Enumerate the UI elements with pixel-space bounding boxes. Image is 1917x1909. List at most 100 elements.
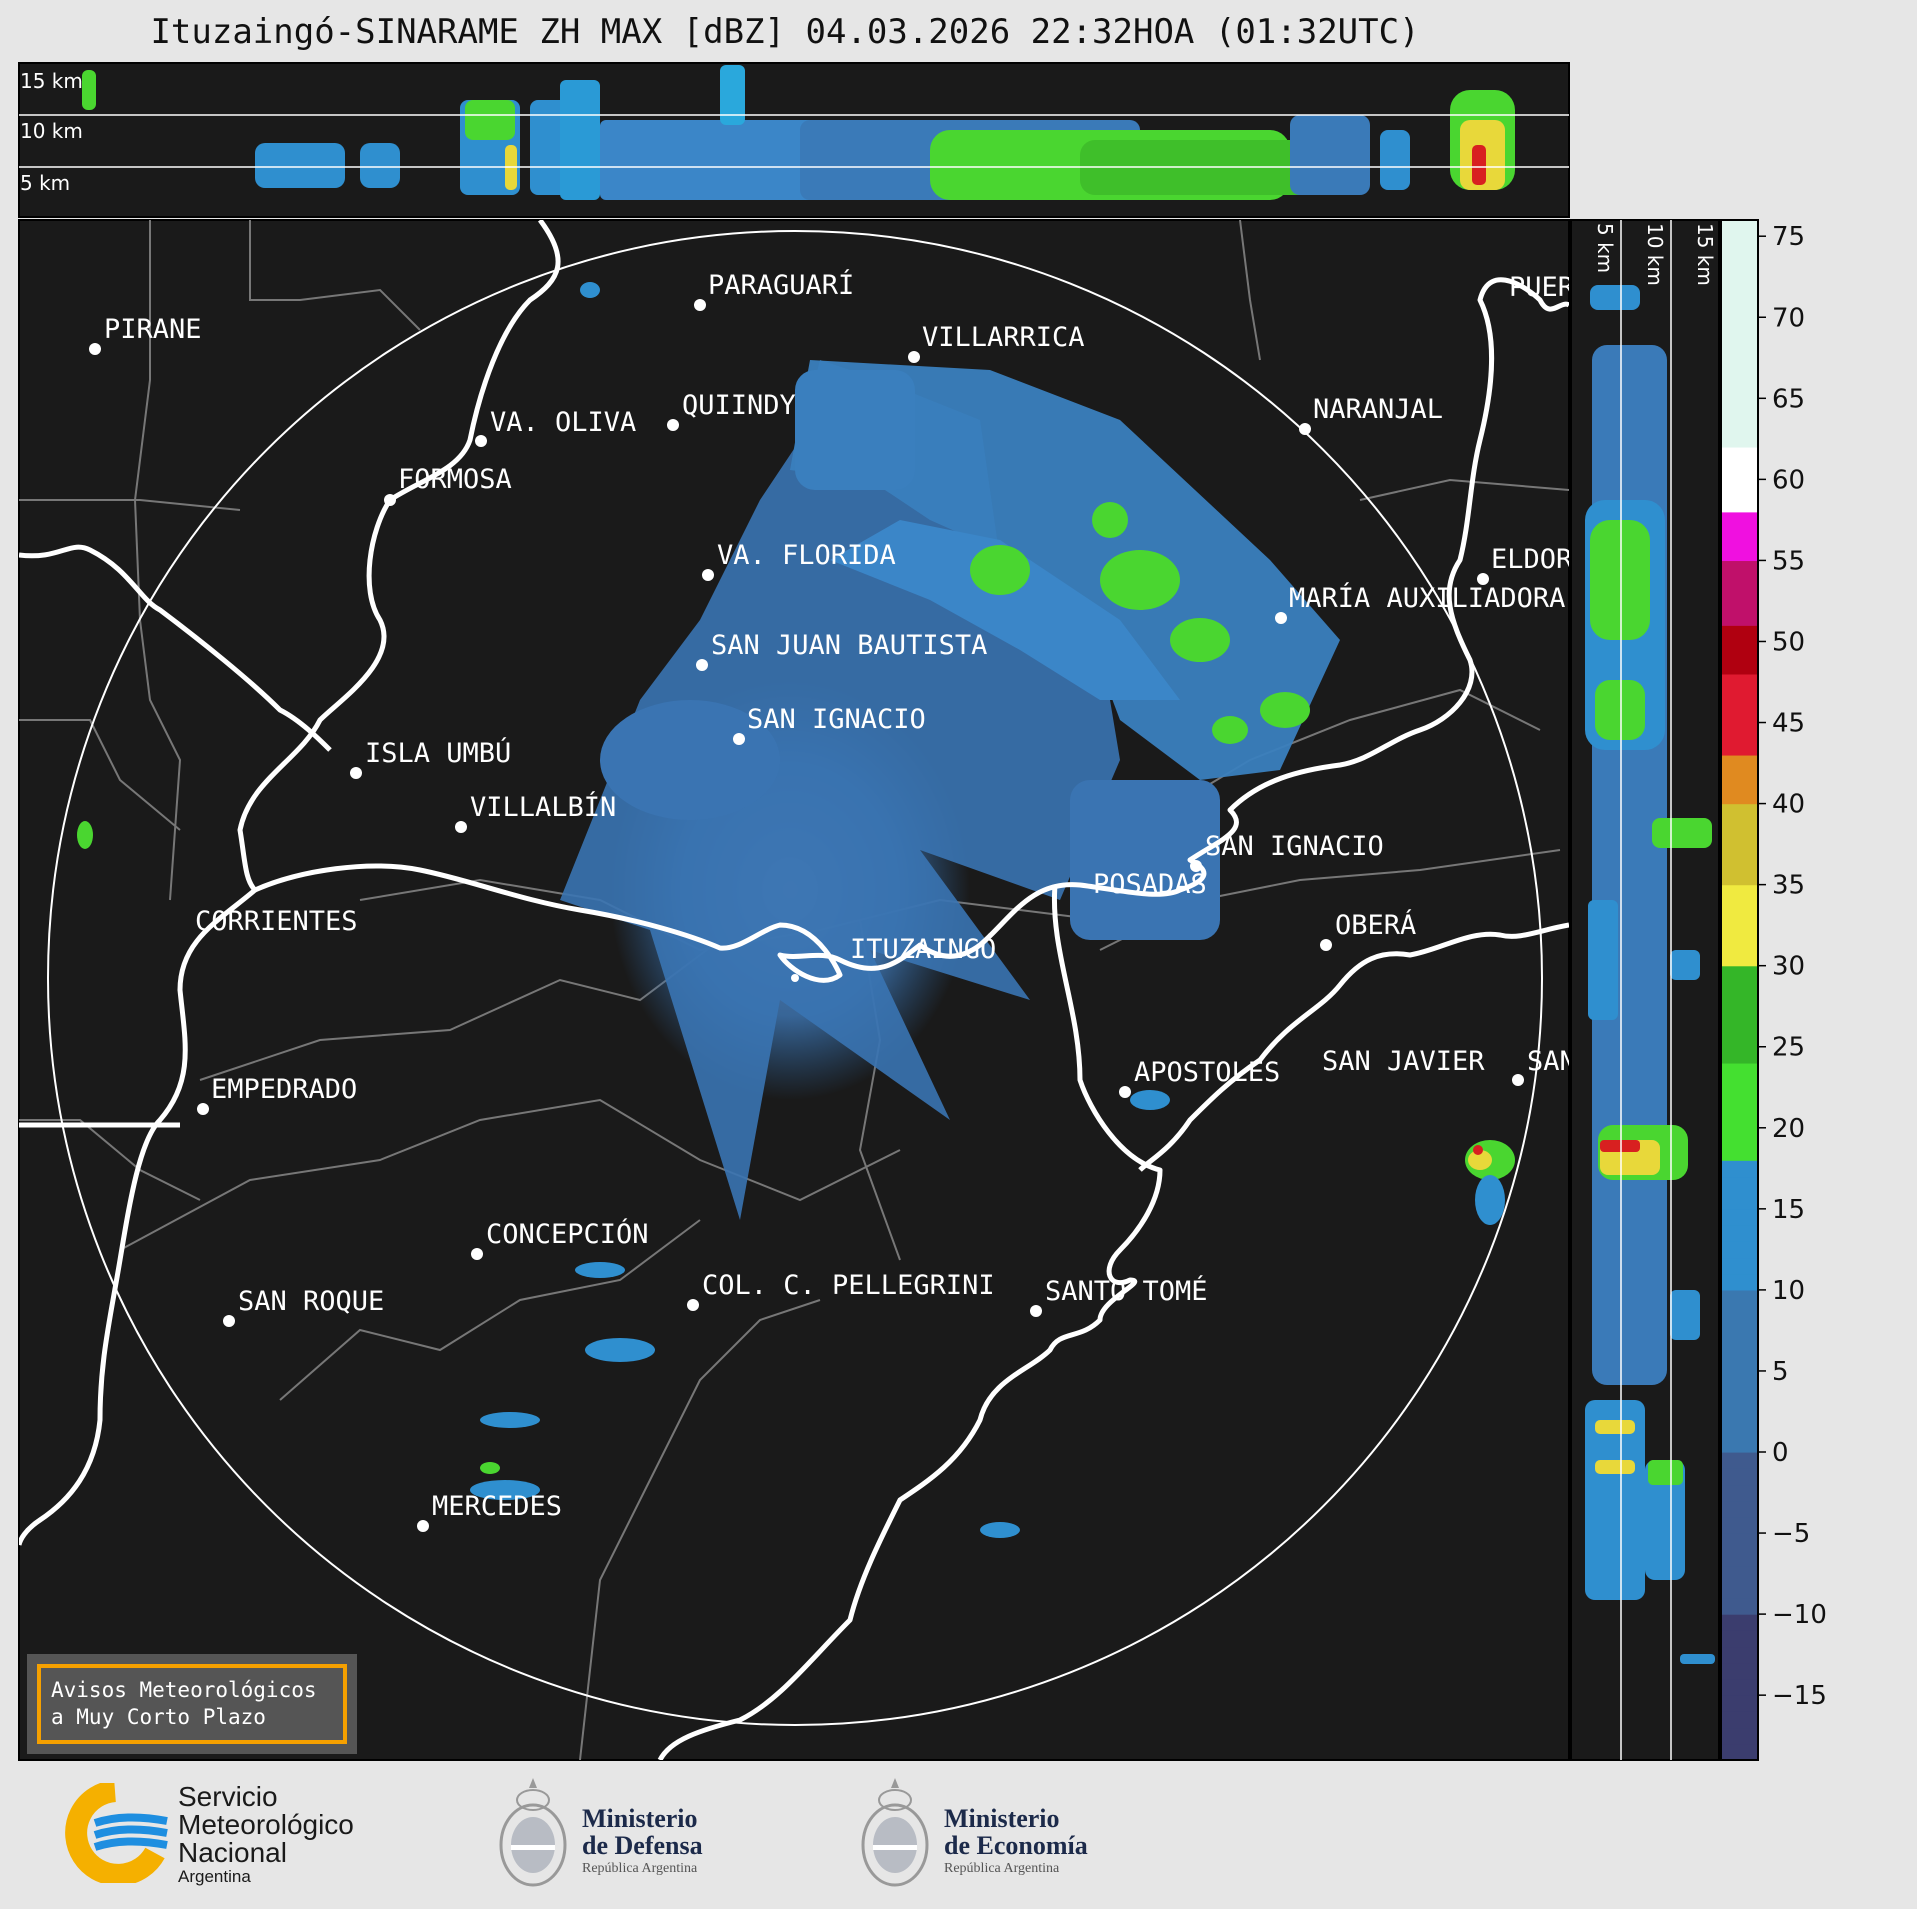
colorbar-segment — [1721, 1144, 1758, 1161]
city-label: MARÍA AUXILIADORA — [1289, 582, 1565, 614]
colorbar-segment — [1721, 706, 1758, 724]
city-label: NARANJAL — [1313, 394, 1443, 425]
colorbar-tick-label: 50 — [1772, 627, 1805, 657]
colorbar-tick-label: 45 — [1772, 709, 1805, 739]
colorbar-segment — [1721, 803, 1758, 821]
colorbar-segment — [1721, 1079, 1758, 1096]
colorbar-segment — [1721, 1533, 1758, 1550]
reflectivity-echoes — [77, 282, 1515, 1538]
colorbar-segment — [1721, 609, 1758, 626]
colorbar-segment — [1721, 284, 1758, 302]
city-dot — [417, 1520, 429, 1532]
city-label: VILLALBÍN — [470, 791, 616, 823]
city-dot — [1320, 939, 1332, 951]
city-dot — [733, 733, 745, 745]
city-dot — [687, 1299, 699, 1311]
colorbar-segment — [1721, 998, 1758, 1015]
colorbar-segment — [1721, 1306, 1758, 1323]
city-label: ELDORADO — [1491, 544, 1621, 575]
colorbar-segment — [1721, 690, 1758, 707]
colorbar-segment — [1721, 900, 1758, 918]
colorbar-segment — [1721, 868, 1758, 886]
colorbar-segment — [1721, 1046, 1758, 1064]
aviso-line1: Avisos Meteorológicos — [51, 1678, 317, 1702]
colorbar-segment — [1721, 333, 1758, 351]
colorbar-segment — [1721, 268, 1758, 286]
aviso-line2: a Muy Corto Plazo — [51, 1705, 266, 1729]
city-label: FORMOSA — [398, 464, 512, 495]
colorbar-segment — [1721, 1484, 1758, 1502]
city-dot — [1477, 573, 1489, 585]
colorbar-segment — [1721, 1111, 1758, 1129]
aviso-button[interactable]: Avisos Meteorológicos a Muy Corto Plazo — [27, 1654, 357, 1754]
colorbar-segment — [1721, 965, 1758, 983]
colorbar-segment — [1721, 1662, 1758, 1680]
city-label: PUERTO — [1509, 272, 1607, 303]
colorbar-segment — [1721, 430, 1758, 448]
radar-map: PARAGUARÍ PIRANE VILLARRICA QUIINDY VA. … — [18, 219, 1621, 1761]
side-alt-15: 15 km — [1693, 223, 1717, 286]
city-label: CONCEPCIÓN — [486, 1218, 649, 1250]
colorbar-segment — [1721, 1370, 1758, 1388]
colorbar-segment — [1721, 1014, 1758, 1032]
colorbar-segment — [1721, 625, 1758, 643]
colorbar-segment — [1721, 398, 1758, 416]
colorbar-segment — [1721, 1468, 1758, 1486]
colorbar-tick-label: −15 — [1772, 1681, 1827, 1711]
colorbar-segment — [1721, 446, 1758, 464]
colorbar-segment — [1721, 884, 1758, 902]
colorbar-segment — [1721, 673, 1758, 691]
city-dot — [471, 1248, 483, 1260]
colorbar-segment — [1721, 592, 1758, 610]
colorbar-segment — [1721, 495, 1758, 513]
colorbar-segment — [1721, 1743, 1758, 1761]
city-label: ISLA UMBÚ — [365, 737, 511, 769]
colorbar-tick-label: 30 — [1772, 952, 1805, 982]
city-label: MERCEDES — [432, 1491, 562, 1522]
city-label: SAN JUAN BAUTISTA — [711, 630, 987, 661]
colorbar-segment — [1721, 933, 1758, 951]
colorbar-segment — [1721, 511, 1758, 529]
chart-title: Ituzaingó-SINARAME ZH MAX [dBZ] 04.03.20… — [150, 12, 1420, 52]
colorbar-tick-label: −5 — [1772, 1519, 1810, 1549]
top-alt-10: 10 km — [20, 119, 83, 143]
colorbar-segment — [1721, 1597, 1758, 1615]
colorbar-segment — [1721, 1062, 1758, 1080]
colorbar-segment — [1721, 1192, 1758, 1210]
colorbar-segment — [1721, 641, 1758, 659]
colorbar-segment — [1721, 1646, 1758, 1664]
colorbar-segment — [1721, 1095, 1758, 1113]
colorbar-segment — [1721, 1354, 1758, 1372]
colorbar-segment — [1721, 463, 1758, 480]
colorbar-segment — [1721, 1727, 1758, 1745]
colorbar-segment — [1721, 1711, 1758, 1729]
colorbar-segment — [1721, 1581, 1758, 1599]
colorbar-segment — [1721, 317, 1758, 335]
colorbar-segment — [1721, 1208, 1758, 1226]
colorbar-segment — [1721, 576, 1758, 594]
colorbar-segment — [1721, 382, 1758, 399]
colorbar-tick-label: 0 — [1772, 1438, 1789, 1468]
colorbar-segment — [1721, 1289, 1758, 1307]
city-dot — [694, 299, 706, 311]
colorbar-segment — [1721, 1403, 1758, 1421]
colorbar-tick-label: 10 — [1772, 1276, 1805, 1306]
colorbar-segment — [1721, 1030, 1758, 1048]
colorbar-tick-label: 15 — [1772, 1195, 1805, 1225]
city-dot — [667, 419, 679, 431]
colorbar-segment — [1721, 1565, 1758, 1583]
side-altitude-panel: 5 km 10 km 15 km — [1570, 219, 1720, 1761]
city-label: PARAGUARÍ — [708, 269, 854, 301]
city-dot — [1299, 423, 1311, 435]
city-labels: PARAGUARÍ PIRANE VILLARRICA QUIINDY VA. … — [104, 269, 1621, 1522]
side-alt-10: 10 km — [1643, 223, 1667, 286]
city-dot — [908, 351, 920, 363]
city-label: VA. OLIVA — [490, 407, 636, 438]
colorbar-segment — [1721, 349, 1758, 367]
colorbar-segment — [1721, 414, 1758, 432]
colorbar-tick-label: 40 — [1772, 790, 1805, 820]
city-dot — [197, 1103, 209, 1115]
city-label: SAN ROQUE — [238, 1286, 384, 1317]
